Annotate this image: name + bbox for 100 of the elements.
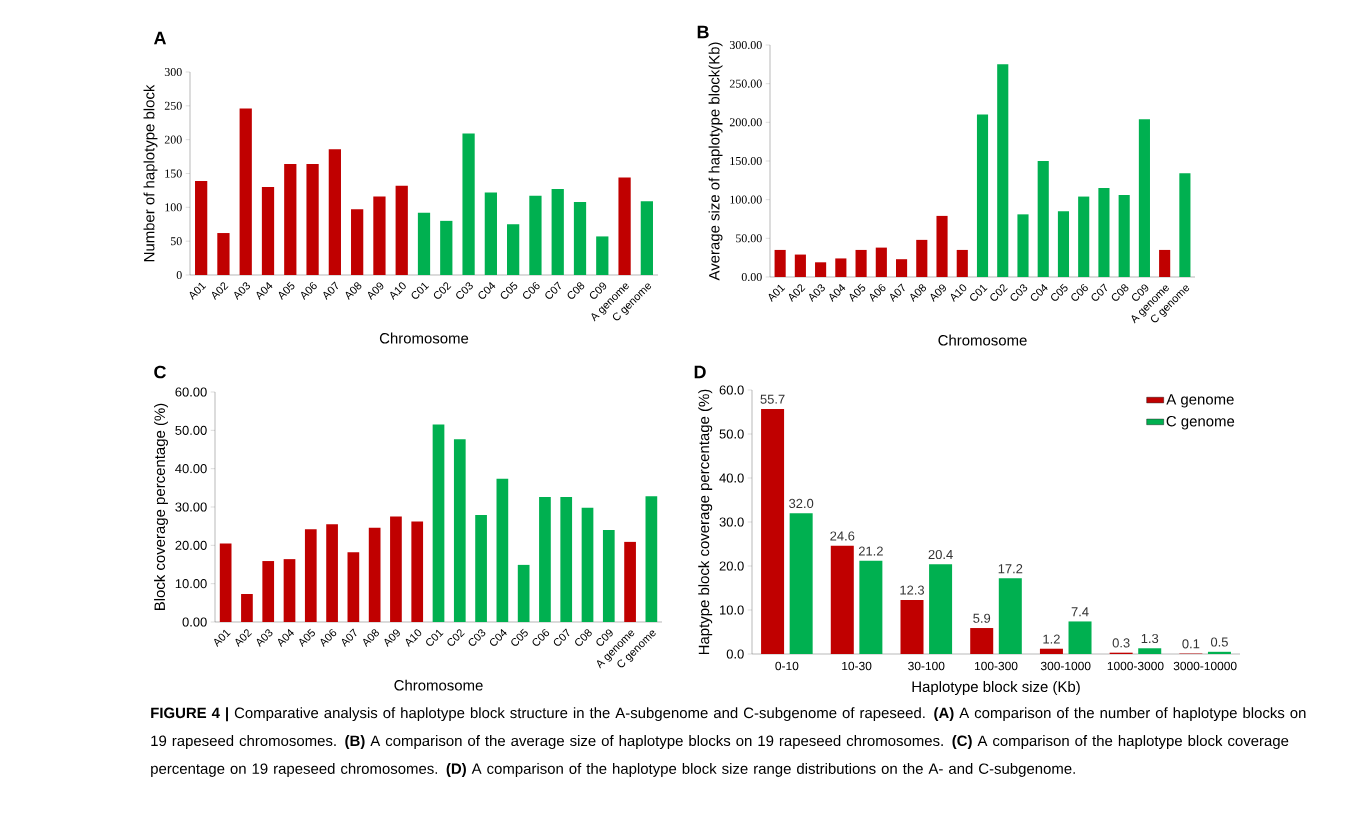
x-tick-label: A02 xyxy=(788,284,806,303)
bar xyxy=(859,560,883,654)
bar xyxy=(432,424,445,622)
x-tick-label: C03 xyxy=(468,629,486,646)
y-tick-label: 40.00 xyxy=(175,464,207,474)
bar xyxy=(411,521,424,622)
bar xyxy=(551,189,564,275)
bar xyxy=(1017,214,1029,277)
x-tick-label: A01 xyxy=(214,629,231,648)
x-tick-label: A09 xyxy=(367,282,384,301)
bar xyxy=(1039,648,1063,654)
data-label: 55.7 xyxy=(760,394,785,404)
x-tick-label: A08 xyxy=(363,629,379,648)
x-tick-label: 3000-10000 xyxy=(1173,661,1237,671)
data-label: 32.0 xyxy=(789,498,814,509)
bar xyxy=(895,259,908,277)
x-tick-label: A04 xyxy=(829,283,846,303)
y-axis-title: Haptype block coverage percentage (%) xyxy=(698,389,713,655)
bar xyxy=(517,564,530,622)
chart-title: D xyxy=(694,365,706,379)
chart-title: C xyxy=(154,365,166,379)
y-tick-label: 60.00 xyxy=(175,387,207,397)
bar xyxy=(507,224,520,275)
y-tick-label: 60.0 xyxy=(719,385,744,395)
y-tick-label: 10.0 xyxy=(720,605,744,615)
bar xyxy=(1138,648,1162,654)
bar xyxy=(462,133,475,275)
bar xyxy=(618,177,631,275)
bar xyxy=(929,564,953,654)
y-tick-label: 200 xyxy=(164,135,182,144)
y-tick-label: 20.00 xyxy=(175,540,207,550)
x-tick-label: A06 xyxy=(301,282,317,301)
bar xyxy=(390,516,402,622)
x-axis-title: Haplotype block size (Kb) xyxy=(912,681,1080,695)
bar xyxy=(241,594,253,622)
bar xyxy=(875,247,887,277)
x-tick-label: A05 xyxy=(299,628,315,648)
x-tick-label: A08 xyxy=(345,282,362,301)
x-axis-title: Chromosome xyxy=(394,679,483,691)
bar xyxy=(351,209,364,275)
y-axis-title: Average size of haplotype block(Kb) xyxy=(708,42,723,281)
y-tick-label: 100.00 xyxy=(730,195,762,204)
y-tick-label: 20.0 xyxy=(719,561,744,571)
x-tick-label: A10 xyxy=(405,629,422,648)
bar xyxy=(217,233,230,275)
x-tick-label: A06 xyxy=(320,629,337,648)
y-tick-label: 30.00 xyxy=(175,502,207,512)
bar xyxy=(1068,621,1092,654)
x-tick-label: C02 xyxy=(433,282,452,299)
x-tick-label: A01 xyxy=(768,284,786,303)
x-tick-label: 300-1000 xyxy=(1040,661,1091,671)
bar xyxy=(761,408,785,654)
bar xyxy=(328,149,341,275)
x-tick-label: A02 xyxy=(235,629,252,648)
bar xyxy=(373,196,386,275)
x-tick-label: A10 xyxy=(390,282,406,301)
data-label: 20.4 xyxy=(928,549,953,560)
data-label: 5.9 xyxy=(973,613,991,623)
data-label: 0.1 xyxy=(1182,639,1200,649)
chart-title: A xyxy=(153,31,167,45)
x-tick-label: A02 xyxy=(211,282,229,301)
data-label: 0.5 xyxy=(1210,637,1228,647)
bar xyxy=(956,249,968,277)
bar xyxy=(596,236,609,275)
bar xyxy=(900,599,924,654)
text: FIGURE 4 | Comparative analysis of haplotype block structure in the A-subgenome and C-subgenome of rapeseed. (A) A comparison of the number of haplotype blocks on 19 rapeseed chromosomes. (B) A comparison of the average size of haplotype blocks on 19 rapeseed chromosomes. (C) A comparison of the haplotype block coverage percentage on 19 rapeseed chromosomes. (D) A comparison of the haplotype block size range distributions on the A- and C-subgenome. xyxy=(151,707,1306,777)
bar xyxy=(395,185,408,275)
x-tick-label: C06 xyxy=(1071,284,1088,301)
x-tick-label: A06 xyxy=(869,284,886,303)
data-label: 12.3 xyxy=(900,585,925,595)
data-label: 24.6 xyxy=(830,531,855,541)
bar xyxy=(916,239,928,277)
y-axis-title: Block coverage percentage (%) xyxy=(154,403,168,611)
bar xyxy=(262,561,275,622)
x-tick-label: C04 xyxy=(489,628,507,646)
data-label: 1.2 xyxy=(1043,634,1060,644)
bar xyxy=(830,545,854,654)
x-tick-label: A09 xyxy=(930,284,946,303)
y-tick-label: 0.00 xyxy=(741,272,762,282)
bar xyxy=(1118,195,1130,277)
legend-label: A genome xyxy=(1166,394,1234,408)
x-tick-label: C08 xyxy=(575,629,592,646)
x-tick-label: 10-30 xyxy=(842,661,872,671)
x-tick-label: C06 xyxy=(532,629,550,646)
y-tick-label: 40.0 xyxy=(719,473,744,483)
x-axis-title: Chromosome xyxy=(379,332,469,344)
bar xyxy=(475,515,487,622)
x-tick-label: A09 xyxy=(384,629,400,648)
bar xyxy=(645,496,658,622)
bar xyxy=(970,628,994,654)
y-tick-label: 150.00 xyxy=(730,156,762,166)
bar xyxy=(1057,211,1070,277)
bar xyxy=(284,164,297,275)
x-tick-label: A04 xyxy=(256,281,273,301)
bar xyxy=(581,507,594,622)
x-tick-label: C05 xyxy=(1051,283,1068,301)
bar xyxy=(326,524,338,622)
bar xyxy=(976,114,989,277)
bar xyxy=(815,262,827,277)
x-tick-label: C06 xyxy=(523,282,540,299)
